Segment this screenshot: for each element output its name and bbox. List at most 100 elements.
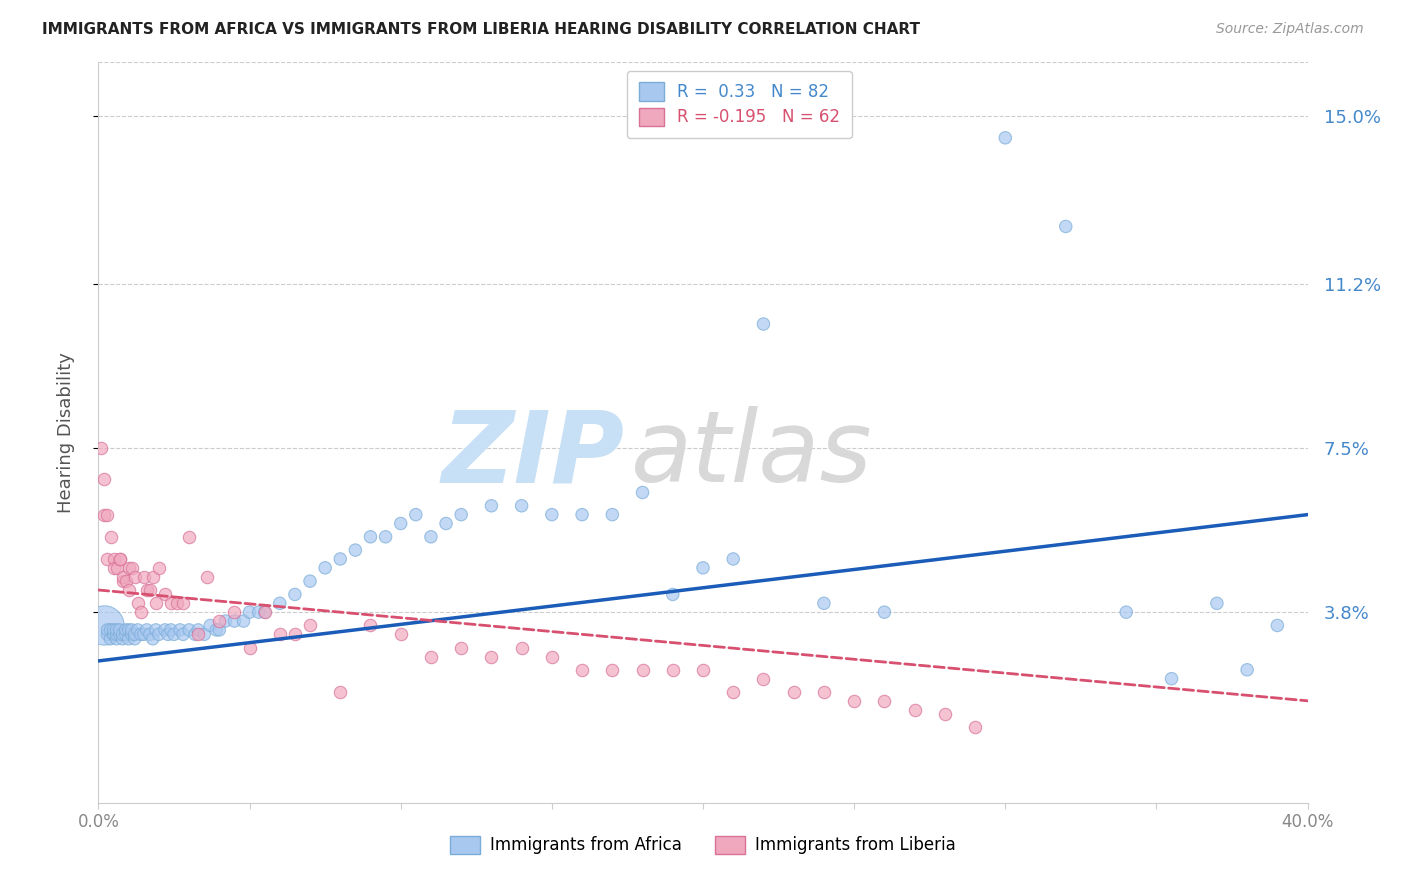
Point [540, 508, 562, 522]
Point [1115, 605, 1137, 619]
Point [602, 508, 624, 522]
Point [450, 508, 472, 522]
Point [1206, 596, 1229, 610]
Point [103, 627, 125, 641]
Point [269, 627, 291, 641]
Text: Source: ZipAtlas.com: Source: ZipAtlas.com [1216, 22, 1364, 37]
Point [208, 623, 231, 637]
Point [510, 640, 533, 655]
Point [148, 627, 170, 641]
Point [934, 707, 956, 722]
Point [965, 721, 987, 735]
Point [389, 516, 412, 531]
Point [132, 627, 155, 641]
Point [111, 570, 134, 584]
Point [329, 685, 352, 699]
Point [208, 614, 231, 628]
Point [121, 623, 143, 637]
Point [96, 552, 118, 566]
Point [124, 627, 146, 641]
Point [153, 623, 176, 637]
Point [118, 561, 141, 575]
Point [253, 605, 276, 619]
Point [105, 623, 128, 637]
Point [187, 623, 209, 637]
Point [135, 582, 157, 597]
Point [105, 561, 128, 575]
Point [129, 627, 152, 641]
Point [374, 530, 396, 544]
Point [100, 632, 122, 646]
Point [139, 627, 162, 641]
Point [111, 627, 134, 641]
Point [269, 596, 291, 610]
Point [232, 614, 254, 628]
Point [434, 516, 457, 531]
Point [172, 627, 194, 641]
Point [813, 685, 835, 699]
Point [844, 694, 866, 708]
Point [118, 623, 141, 637]
Point [195, 570, 218, 584]
Point [100, 623, 122, 637]
Point [661, 663, 683, 677]
Point [284, 627, 307, 641]
Point [389, 627, 412, 641]
Point [148, 561, 170, 575]
Point [420, 649, 443, 664]
Point [752, 672, 775, 686]
Point [450, 640, 472, 655]
Point [121, 561, 143, 575]
Point [994, 130, 1017, 145]
Point [118, 582, 141, 597]
Text: ZIP: ZIP [441, 407, 624, 503]
Point [96, 508, 118, 522]
Point [93, 472, 115, 486]
Point [103, 561, 125, 575]
Point [239, 640, 262, 655]
Point [284, 587, 307, 601]
Point [179, 530, 201, 544]
Point [405, 508, 427, 522]
Point [420, 530, 443, 544]
Point [187, 627, 209, 641]
Point [904, 703, 927, 717]
Point [172, 596, 194, 610]
Point [692, 561, 714, 575]
Text: IMMIGRANTS FROM AFRICA VS IMMIGRANTS FROM LIBERIA HEARING DISABILITY CORRELATION: IMMIGRANTS FROM AFRICA VS IMMIGRANTS FRO… [42, 22, 920, 37]
Point [329, 552, 352, 566]
Point [142, 632, 165, 646]
Legend: Immigrants from Africa, Immigrants from Liberia: Immigrants from Africa, Immigrants from … [443, 829, 963, 861]
Point [200, 618, 222, 632]
Point [105, 627, 128, 641]
Point [139, 582, 162, 597]
Point [114, 627, 136, 641]
Point [103, 623, 125, 637]
Point [214, 614, 236, 628]
Point [124, 632, 146, 646]
Point [631, 663, 654, 677]
Point [1267, 618, 1289, 632]
Point [108, 627, 131, 641]
Point [103, 552, 125, 566]
Point [90, 441, 112, 455]
Point [118, 632, 141, 646]
Point [510, 499, 533, 513]
Point [247, 605, 270, 619]
Point [105, 632, 128, 646]
Point [344, 543, 367, 558]
Point [127, 623, 149, 637]
Point [481, 649, 503, 664]
Point [1054, 219, 1077, 234]
Point [160, 596, 183, 610]
Point [571, 663, 593, 677]
Point [169, 623, 191, 637]
Point [108, 552, 131, 566]
Point [156, 627, 179, 641]
Point [108, 623, 131, 637]
Point [1160, 672, 1182, 686]
Y-axis label: Hearing Disability: Hearing Disability [56, 352, 75, 513]
Point [602, 663, 624, 677]
Point [93, 508, 115, 522]
Text: atlas: atlas [630, 407, 872, 503]
